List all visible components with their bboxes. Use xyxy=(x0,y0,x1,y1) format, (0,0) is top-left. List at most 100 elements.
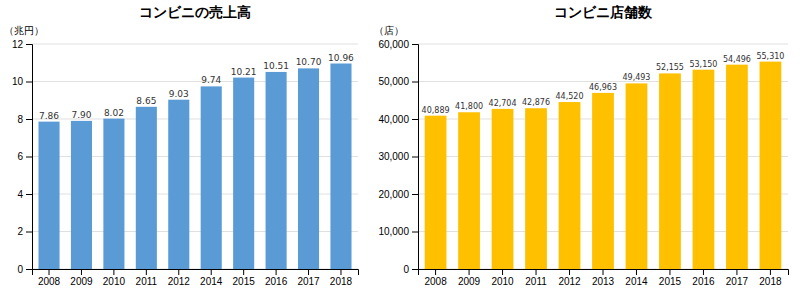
grid-line xyxy=(32,44,358,45)
bar xyxy=(425,116,447,269)
bar xyxy=(201,86,222,269)
bar xyxy=(726,65,748,269)
y-tick: 12 xyxy=(12,39,32,50)
data-label: 8.65 xyxy=(136,96,156,106)
x-tick-mark xyxy=(308,269,309,275)
x-tick-label: 2010 xyxy=(491,276,514,287)
data-labels: 40,88941,80042,70442,87644,52046,96349,4… xyxy=(422,52,785,115)
x-tick-mark xyxy=(340,269,341,275)
bar xyxy=(458,112,480,269)
y-tick-mark xyxy=(26,232,32,233)
data-label: 8.02 xyxy=(104,108,124,118)
x-tick-label: 2016 xyxy=(265,276,288,287)
x-tick: 2010 xyxy=(491,269,514,287)
y-tick-label: 10 xyxy=(12,76,24,87)
grid xyxy=(418,44,788,269)
y-tick-label: 8 xyxy=(17,114,23,125)
x-axis: 2008200920102011201220132014201520162017… xyxy=(419,269,789,287)
x-tick-mark xyxy=(703,269,704,275)
x-tick-mark xyxy=(636,269,637,275)
y-tick: 4 xyxy=(17,189,32,200)
y-axis: 010,00020,00030,00040,00050,00060,000 xyxy=(378,39,418,275)
data-label: 55,310 xyxy=(756,52,784,61)
data-label: 46,963 xyxy=(589,83,617,92)
y-tick: 50,000 xyxy=(378,76,418,87)
data-label: 42,876 xyxy=(522,98,550,107)
data-label: 49,493 xyxy=(622,73,650,82)
x-tick-label: 2014 xyxy=(200,276,223,287)
bar xyxy=(233,78,254,269)
y-tick-mark xyxy=(412,82,418,83)
bar xyxy=(693,70,715,269)
x-tick-mark xyxy=(81,269,82,275)
y-tick: 10,000 xyxy=(378,226,418,237)
bar xyxy=(626,83,648,269)
data-label: 54,496 xyxy=(723,55,751,64)
bar xyxy=(492,109,514,269)
x-tick: 2015 xyxy=(659,269,682,287)
bar xyxy=(266,72,287,269)
x-tick-mark xyxy=(469,269,470,275)
grid xyxy=(32,44,358,269)
y-tick-label: 12 xyxy=(12,39,24,50)
panel: 2008200920102011201220142015201620172018… xyxy=(12,39,359,287)
y-tick: 10 xyxy=(12,76,32,87)
bars xyxy=(38,64,351,270)
data-label: 9.03 xyxy=(169,89,189,99)
x-tick-label: 2018 xyxy=(759,276,782,287)
x-tick-mark xyxy=(502,269,503,275)
y-tick: 30,000 xyxy=(378,151,418,162)
bar xyxy=(592,93,614,269)
x-tick-mark xyxy=(146,269,147,275)
x-tick-label: 2016 xyxy=(692,276,715,287)
axis-domain xyxy=(26,45,33,270)
y-tick-label: 30,000 xyxy=(378,151,409,162)
y-tick: 2 xyxy=(17,226,32,237)
y-tick-mark xyxy=(412,44,418,45)
y-tick-mark xyxy=(412,269,418,270)
y-tick-label: 40,000 xyxy=(378,114,409,125)
bar xyxy=(38,122,59,269)
x-tick-mark xyxy=(178,269,179,275)
x-tick-mark xyxy=(603,269,604,275)
y-tick: 20,000 xyxy=(378,189,418,200)
y-tick-label: 2 xyxy=(17,226,23,237)
y-tick: 60,000 xyxy=(378,39,418,50)
y-tick-label: 6 xyxy=(17,151,23,162)
x-tick: 2009 xyxy=(70,269,93,287)
y-axis-label: （店） xyxy=(374,25,404,36)
data-label: 7.86 xyxy=(39,111,59,121)
x-tick-label: 2008 xyxy=(38,276,61,287)
y-tick: 0 xyxy=(17,264,32,275)
x-tick-label: 2008 xyxy=(424,276,447,287)
x-tick-label: 2011 xyxy=(136,276,158,287)
axis-domain xyxy=(412,45,419,270)
y-tick-mark xyxy=(412,119,418,120)
y-tick-label: 10,000 xyxy=(378,226,409,237)
bar xyxy=(298,68,319,269)
x-tick-mark xyxy=(211,269,212,275)
grid-line xyxy=(418,44,788,45)
x-tick: 2012 xyxy=(558,269,581,287)
panel: 2008200920102011201220132014201520162017… xyxy=(378,39,788,287)
data-labels: 7.867.908.028.659.039.7410.2110.5110.701… xyxy=(39,53,354,121)
y-tick: 6 xyxy=(17,151,32,162)
y-tick: 40,000 xyxy=(378,114,418,125)
x-tick-label: 2012 xyxy=(558,276,581,287)
x-tick: 2018 xyxy=(330,269,353,287)
bar xyxy=(168,100,189,269)
data-label: 42,704 xyxy=(489,99,517,108)
y-tick-mark xyxy=(412,194,418,195)
x-tick-mark xyxy=(276,269,277,275)
x-tick-label: 2018 xyxy=(330,276,353,287)
bar xyxy=(330,64,351,270)
x-tick: 2011 xyxy=(525,269,547,287)
x-tick: 2010 xyxy=(103,269,126,287)
y-tick-mark xyxy=(26,194,32,195)
x-tick: 2017 xyxy=(726,269,749,287)
x-tick-label: 2013 xyxy=(592,276,615,287)
y-tick-label: 4 xyxy=(17,189,23,200)
data-label: 10.70 xyxy=(296,57,322,67)
bars xyxy=(425,62,782,269)
x-tick: 2009 xyxy=(458,269,481,287)
